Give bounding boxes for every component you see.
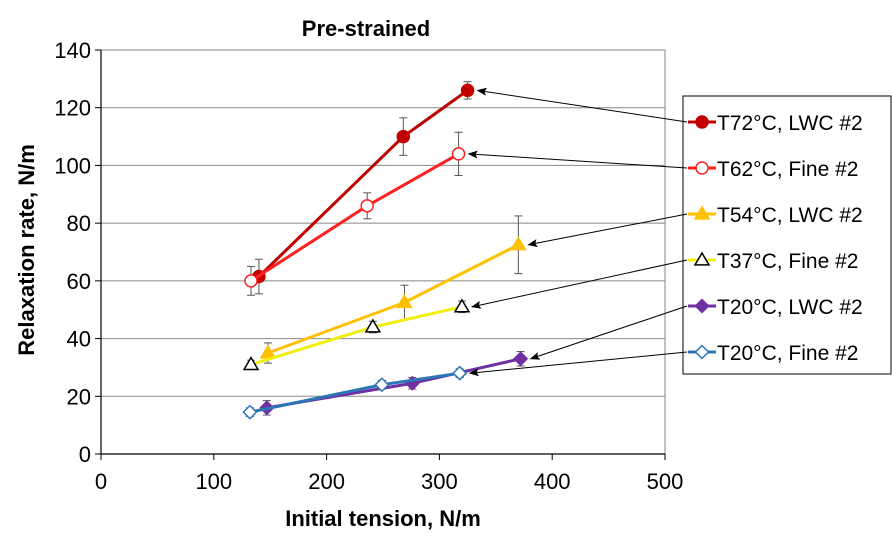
data-point	[396, 294, 413, 309]
legend-label: T72°C, LWC #2	[717, 112, 863, 135]
legend-marker	[695, 115, 709, 129]
series-line	[257, 89, 469, 278]
legend-entry: T37°C, Fine #2	[688, 250, 858, 273]
x-tick-label: 0	[95, 469, 107, 494]
legend-entry: T62°C, Fine #2	[688, 158, 858, 181]
legend-entry: T54°C, LWC #2	[688, 204, 863, 227]
series-line	[250, 152, 460, 283]
x-axis-label: Initial tension, N/m	[285, 506, 481, 531]
x-tick-label: 300	[421, 469, 458, 494]
x-tick-label: 200	[308, 469, 345, 494]
series-line	[267, 243, 520, 355]
axes	[95, 49, 666, 460]
data-point	[396, 129, 411, 144]
legend-entry: T20°C, Fine #2	[688, 342, 858, 365]
legend-label: T62°C, Fine #2	[717, 158, 858, 181]
data-point	[452, 365, 468, 381]
legend-marker	[693, 251, 711, 266]
legend-label: T37°C, Fine #2	[717, 250, 858, 273]
data-point	[374, 377, 390, 393]
legend-marker	[694, 298, 710, 314]
y-tick-label: 100	[54, 153, 91, 178]
y-tick-label: 40	[67, 327, 91, 352]
legend-marker	[695, 161, 709, 175]
legend-arrow	[529, 305, 688, 360]
legend-arrow	[527, 213, 688, 247]
legend-arrow	[467, 150, 688, 169]
data-point	[242, 356, 260, 371]
legend-arrow	[476, 87, 688, 123]
y-tick-label: 80	[67, 211, 91, 236]
y-axis-label: Relaxation rate, N/m	[14, 144, 39, 356]
y-tick-label: 60	[67, 269, 91, 294]
series-group	[242, 81, 529, 420]
chart-title: Pre-strained	[302, 16, 430, 41]
legend-arrow	[470, 259, 688, 309]
x-tick-label: 400	[534, 469, 571, 494]
legend-entry: T20°C, LWC #2	[688, 296, 863, 319]
legend-box	[682, 95, 892, 375]
data-point	[244, 274, 258, 288]
y-tick-label: 120	[54, 96, 91, 121]
x-tick-label: 100	[195, 469, 232, 494]
series-1	[244, 131, 466, 296]
series-3	[242, 298, 471, 371]
y-tick-label: 140	[54, 38, 91, 63]
data-point	[364, 318, 382, 333]
tick-labels: 0 20 40 60 80 100 120 140 0 100 200 300 400 500	[54, 38, 683, 494]
legend-marker	[694, 344, 710, 360]
data-point	[451, 147, 466, 161]
legend-arrows	[467, 87, 688, 377]
gridlines	[101, 49, 666, 454]
series-5	[242, 365, 468, 420]
legend-label: T20°C, LWC #2	[717, 296, 863, 319]
legend-label: T54°C, LWC #2	[717, 204, 863, 227]
series-2	[259, 215, 527, 364]
y-tick-label: 20	[67, 384, 91, 409]
legend: T72°C, LWC #2 T62°C, Fine #2 T54°C, LWC #2…	[682, 95, 892, 375]
data-point	[360, 199, 374, 213]
y-tick-label: 0	[79, 442, 91, 467]
data-point	[453, 298, 471, 313]
series-line	[250, 305, 463, 366]
data-point	[460, 83, 475, 98]
data-point	[510, 236, 527, 251]
legend-label: T20°C, Fine #2	[717, 342, 858, 365]
data-point	[242, 404, 258, 420]
series-0	[252, 81, 475, 295]
legend-marker	[693, 205, 711, 220]
legend-arrow	[468, 351, 688, 377]
x-tick-label: 500	[647, 469, 684, 494]
legend-entry: T72°C, LWC #2	[688, 112, 863, 135]
data-point	[513, 351, 529, 367]
